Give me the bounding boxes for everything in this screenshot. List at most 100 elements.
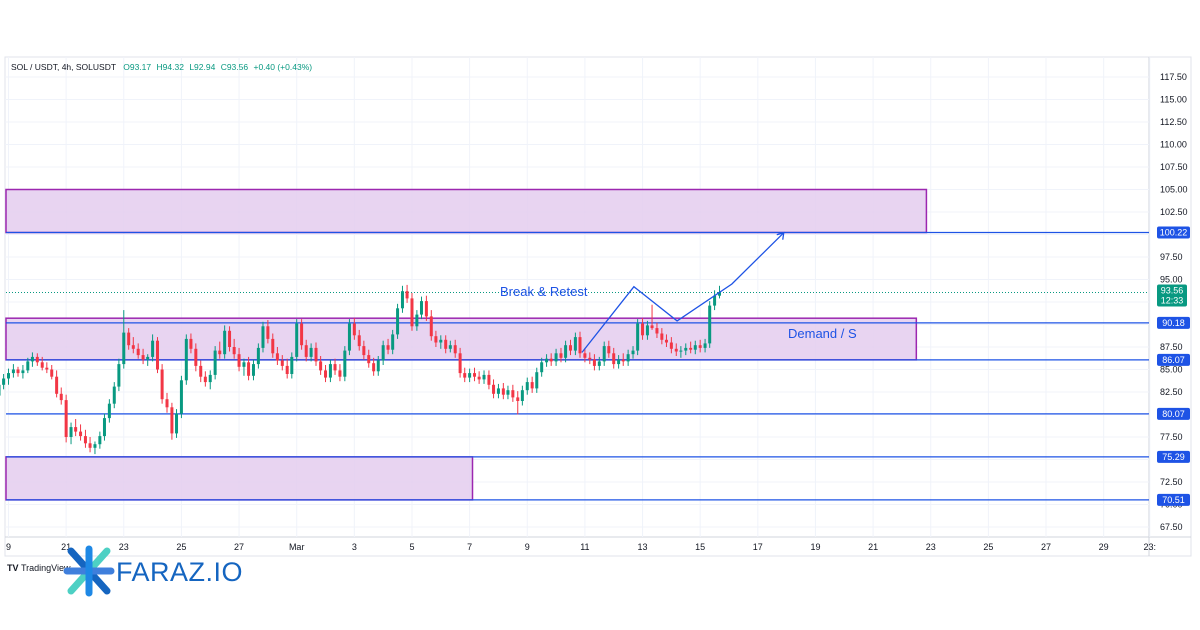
candle-body bbox=[540, 362, 544, 373]
candle-body bbox=[588, 357, 592, 360]
candle-down bbox=[74, 419, 78, 437]
time-tick-label: 7 bbox=[467, 542, 472, 552]
candle-body bbox=[122, 332, 126, 365]
candle-up bbox=[645, 320, 649, 340]
level-tag bbox=[1157, 353, 1190, 366]
candle-up bbox=[391, 329, 395, 355]
candle-body bbox=[545, 358, 549, 363]
candle-down bbox=[530, 376, 534, 393]
candle-down bbox=[511, 384, 515, 402]
candle-down bbox=[199, 360, 203, 383]
current-price-countdown: 12:33 bbox=[1161, 295, 1184, 305]
candle-body bbox=[405, 291, 409, 299]
candle-down bbox=[266, 320, 270, 344]
candle-body bbox=[160, 369, 164, 400]
candle-up bbox=[693, 340, 697, 355]
candle-down bbox=[429, 310, 433, 341]
candle-body bbox=[189, 338, 193, 349]
legend-change: +0.40 (+0.43%) bbox=[253, 62, 312, 72]
candle-down bbox=[621, 353, 625, 366]
candle-up bbox=[564, 340, 568, 363]
candle-body bbox=[602, 346, 606, 362]
candle-up bbox=[290, 352, 294, 379]
candle-body bbox=[434, 336, 438, 343]
candle-body bbox=[7, 373, 10, 379]
candle-up bbox=[535, 367, 539, 393]
price-tick-label: 77.50 bbox=[1160, 432, 1183, 442]
candle-down bbox=[300, 319, 304, 350]
candle-body bbox=[703, 343, 707, 348]
time-tick-label: 29 bbox=[1099, 542, 1109, 552]
projection-arrowhead-icon bbox=[776, 231, 785, 240]
legend-low: L92.94 bbox=[189, 62, 215, 72]
level-tag-label: 75.29 bbox=[1162, 452, 1185, 462]
candle-down bbox=[16, 366, 20, 377]
candle-up bbox=[242, 358, 246, 376]
zone-supply[interactable] bbox=[5, 188, 928, 234]
candle-down bbox=[487, 370, 491, 390]
candle-up bbox=[631, 346, 635, 359]
time-tick-label: 5 bbox=[409, 542, 414, 552]
zone-lower[interactable] bbox=[5, 456, 474, 501]
candle-up bbox=[703, 338, 707, 353]
price-tick-label: 110.00 bbox=[1160, 140, 1187, 150]
candle-down bbox=[592, 354, 596, 371]
candle-body bbox=[45, 367, 49, 370]
candle-body bbox=[179, 380, 183, 414]
price-tick-label: 87.50 bbox=[1160, 342, 1183, 352]
annotation-break-retest: Break & Retest bbox=[500, 284, 588, 299]
candle-up bbox=[30, 352, 34, 367]
candle-body bbox=[674, 348, 678, 352]
price-axis[interactable]: 67.5070.0072.5075.0077.5080.0082.5085.00… bbox=[1157, 72, 1190, 532]
candle-body bbox=[660, 333, 664, 340]
price-tick-label: 102.50 bbox=[1160, 207, 1188, 217]
candle-down bbox=[372, 357, 376, 376]
level-tag bbox=[1157, 226, 1190, 239]
candle-body bbox=[549, 358, 553, 362]
candle-body bbox=[578, 337, 582, 354]
candle-down bbox=[280, 355, 284, 371]
candle-down bbox=[386, 338, 390, 355]
candle-body bbox=[453, 345, 457, 354]
time-axis[interactable]: 9 21 23 25 27 Mar 3 5 7 9 11 13 15 17 19 21 23 25 27 29 23: bbox=[6, 542, 1156, 552]
candle-body bbox=[689, 347, 693, 350]
candle-down bbox=[477, 371, 481, 384]
candle-down bbox=[333, 358, 337, 375]
candle-up bbox=[175, 409, 179, 438]
candle-body bbox=[309, 347, 313, 357]
candle-body bbox=[165, 399, 169, 408]
faraz-wordmark: FARAZ.IO bbox=[116, 557, 243, 587]
candle-up bbox=[343, 346, 347, 382]
candle-body bbox=[463, 373, 467, 378]
candle-body bbox=[592, 359, 596, 366]
candle-up bbox=[11, 364, 15, 378]
candle-up bbox=[415, 310, 419, 331]
candle-body bbox=[79, 431, 83, 437]
candle-body bbox=[170, 407, 174, 434]
candle-down bbox=[160, 364, 164, 404]
candle-up bbox=[328, 359, 332, 383]
candle-body bbox=[381, 345, 385, 361]
candle-body bbox=[487, 374, 491, 385]
projection-path[interactable] bbox=[581, 232, 785, 353]
candle-body bbox=[271, 338, 275, 354]
candle-body bbox=[232, 347, 236, 355]
level-tag bbox=[1157, 450, 1190, 463]
candle-body bbox=[448, 345, 452, 349]
candle-down bbox=[35, 353, 39, 366]
candle-body bbox=[655, 328, 659, 334]
candle-up bbox=[213, 346, 217, 380]
candle-up bbox=[520, 385, 524, 406]
candle-up bbox=[468, 368, 472, 383]
candle-up bbox=[117, 358, 121, 392]
candle-body bbox=[621, 359, 625, 362]
tradingview-logo-icon: TV bbox=[7, 563, 19, 573]
candle-body bbox=[713, 295, 717, 306]
candle-up bbox=[223, 325, 227, 359]
candle-down bbox=[357, 329, 361, 351]
candle-up bbox=[208, 370, 212, 390]
level-tag-label: 100.22 bbox=[1160, 228, 1188, 238]
candle-body bbox=[516, 397, 520, 401]
candle-body bbox=[280, 360, 284, 366]
candle-down bbox=[194, 343, 198, 372]
